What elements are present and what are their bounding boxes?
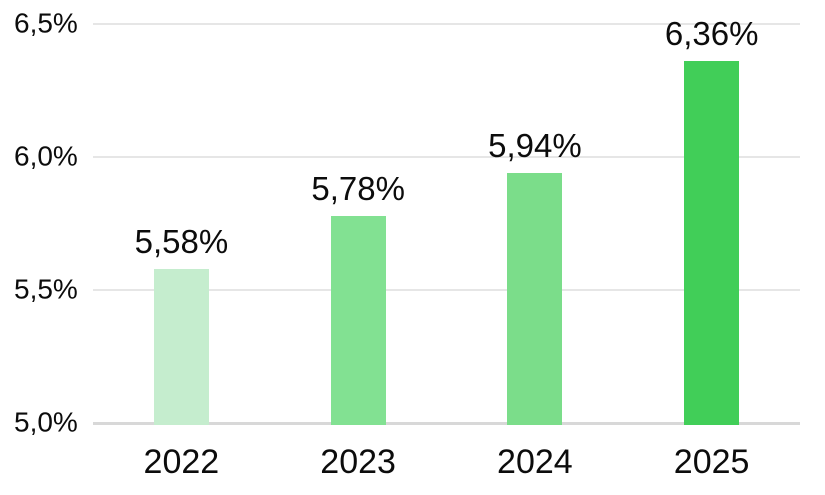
bar-2025 [684, 61, 740, 425]
bar-2024 [507, 172, 563, 425]
y-gridline [93, 289, 800, 291]
x-axis-baseline [93, 422, 800, 425]
y-tick-label: 5,5% [14, 273, 78, 305]
bar-value-label: 5,78% [311, 169, 405, 207]
y-gridline [93, 23, 800, 25]
y-tick-label: 5,0% [14, 406, 78, 438]
x-tick-label: 2024 [497, 443, 573, 481]
bar-value-label: 5,94% [488, 126, 582, 164]
x-tick-label: 2025 [673, 443, 750, 481]
bar-2023 [330, 215, 386, 425]
y-gridline [93, 156, 800, 158]
x-tick-label: 2023 [320, 443, 396, 481]
y-tick-label: 6,5% [14, 7, 78, 39]
bar-value-label: 6,36% [664, 15, 759, 53]
bar-value-label: 5,58% [134, 222, 229, 260]
x-tick-label: 2022 [143, 443, 220, 481]
y-tick-label: 6,0% [14, 140, 78, 172]
bar-2022 [153, 268, 209, 425]
